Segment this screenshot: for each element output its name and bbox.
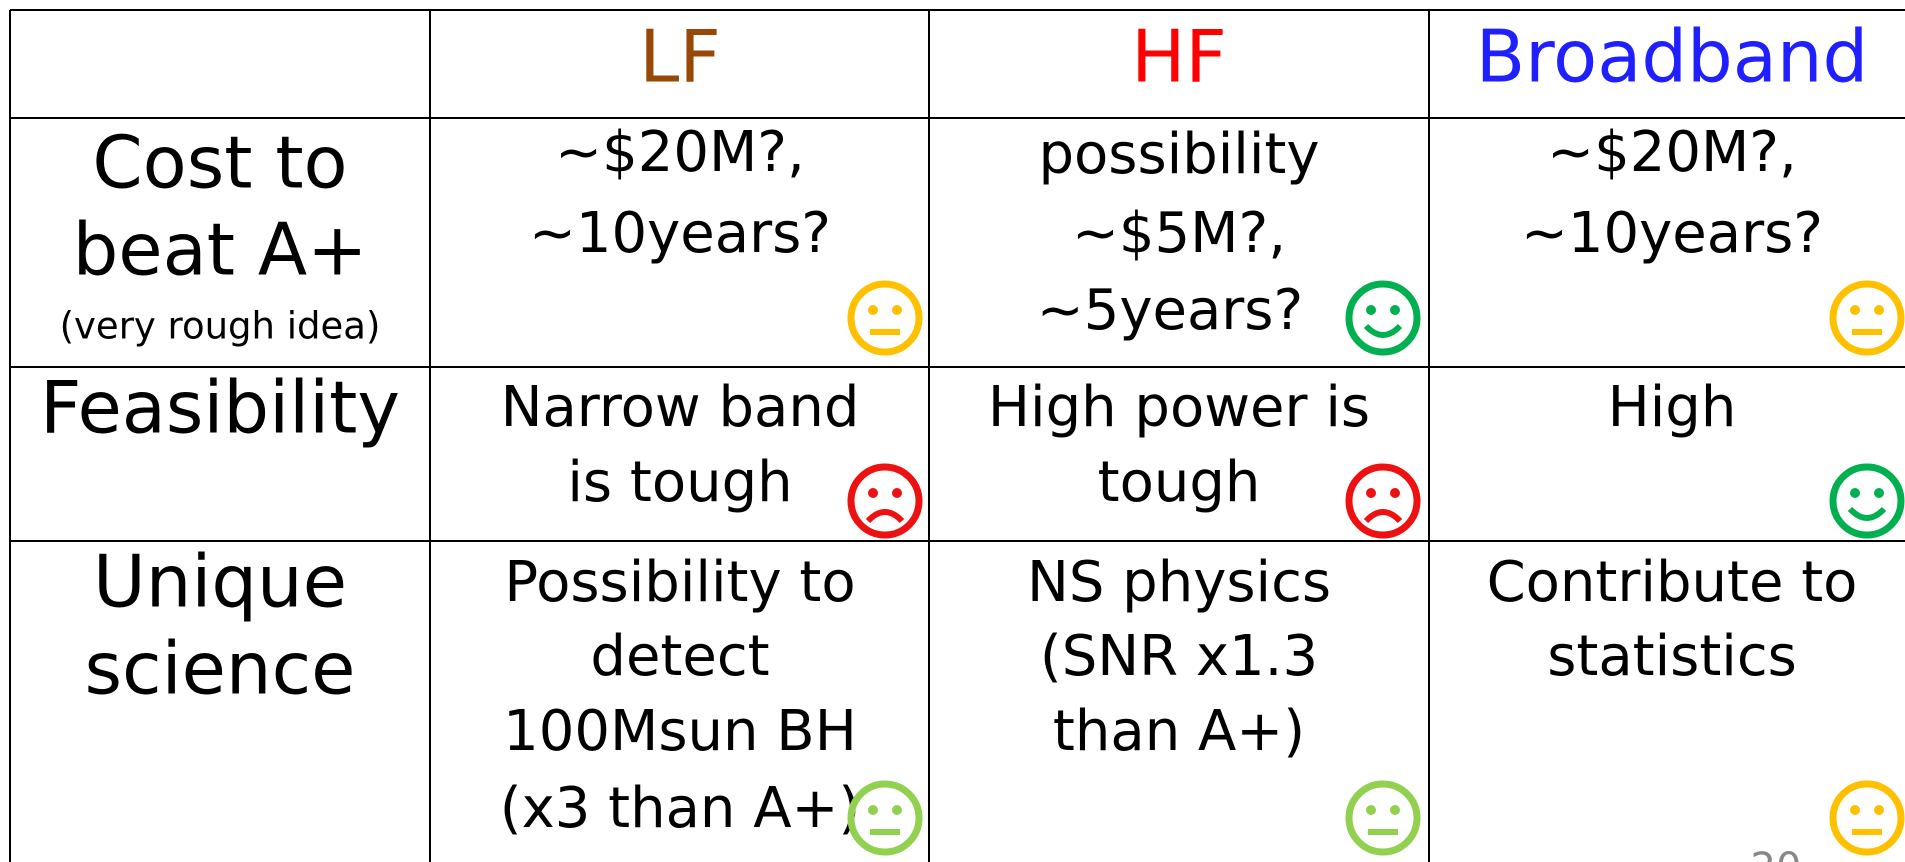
cell-text: than A+) [1053,699,1305,764]
cell-text: ~5years? [1037,278,1303,343]
cell-text: 100Msun BH [503,699,857,764]
cell-text: ~10years? [529,201,831,266]
cell-text: High power is [988,375,1370,440]
row-label: Feasibility [40,366,400,450]
table-grid [9,9,1905,862]
row-note: (very rough idea) [60,305,381,348]
row-label: science [85,627,356,711]
face-icon [851,784,919,852]
face-icon [851,467,919,535]
row-label: Cost to [92,121,347,205]
face-icon [1349,467,1417,535]
column-header: Broadband [1476,15,1868,99]
cell-text: is tough [567,450,792,515]
cell-text: possibility [1038,122,1319,187]
cell-text: Contribute to [1487,550,1858,615]
cell-text: tough [1098,450,1261,515]
cell-text: NS physics [1027,550,1331,615]
cell-text: Narrow band [501,375,860,440]
cell-text: Possibility to [504,550,855,615]
face-icon [1833,467,1901,535]
cell-text: (SNR x1.3 [1040,624,1318,689]
column-header: LF [639,15,721,99]
face-icon [851,284,919,352]
cell-text: ~$20M?, [555,120,805,185]
cell-text: (x3 than A+) [500,776,861,841]
face-icon [1833,784,1901,852]
cell-text: ~10years? [1521,201,1823,266]
column-header: HF [1131,15,1227,99]
cell-text: ~$5M?, [1072,201,1286,266]
page-number: 20 [1751,845,1802,862]
cell-text: High [1608,375,1737,440]
cell-text: ~$20M?, [1547,120,1797,185]
row-label: beat A+ [73,208,368,292]
face-icon [1349,784,1417,852]
face-icon [1833,284,1901,352]
face-icon [1349,284,1417,352]
cell-text: detect [590,624,769,689]
cell-text: statistics [1547,624,1797,689]
row-label: Unique [93,540,347,624]
